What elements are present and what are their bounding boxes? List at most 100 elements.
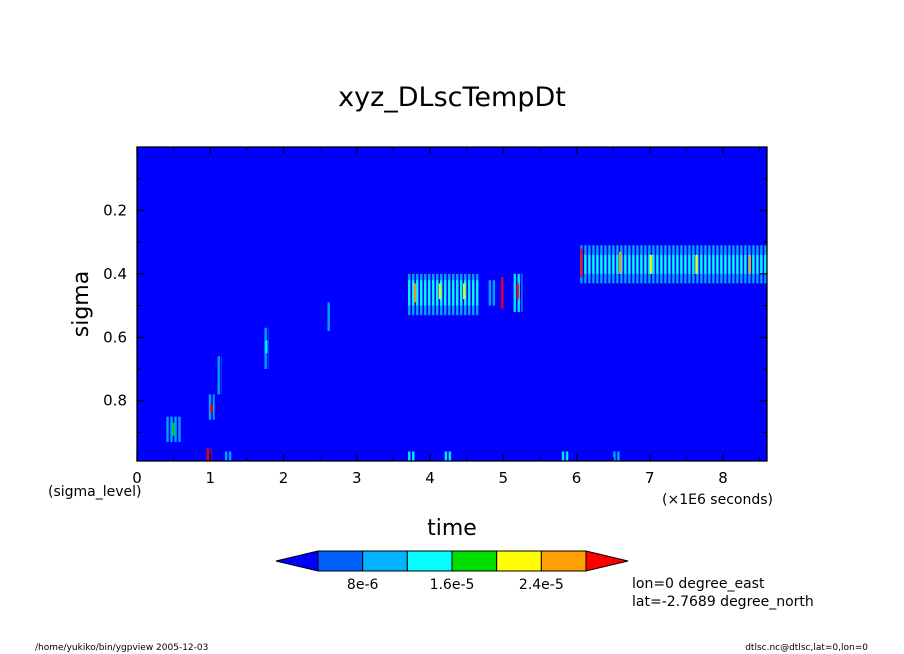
heatmap-stripe: [688, 254, 691, 274]
heatmap-stripe: [760, 254, 763, 274]
y-tick-label: 0.2: [103, 201, 127, 219]
heatmap-stripe: [636, 254, 639, 274]
heatmap-stripe: [224, 451, 228, 461]
heatmap-stripe: [580, 248, 583, 278]
heatmap-stripe: [600, 254, 603, 274]
heatmap-stripe: [672, 254, 675, 274]
heatmap-stripe: [628, 254, 631, 274]
heatmap-stripe: [617, 451, 620, 461]
heatmap-stripe: [428, 280, 431, 306]
heatmap-stripe: [632, 254, 635, 274]
heatmap-cell: [619, 251, 622, 274]
heatmap-stripe: [732, 254, 735, 274]
heatmap-stripe: [756, 254, 759, 274]
colorbar-segment: [496, 550, 542, 572]
heatmap-stripe: [752, 254, 755, 274]
heatmap-stripe: [624, 254, 627, 274]
heatmap-cell: [265, 340, 268, 354]
heatmap-stripe: [644, 254, 647, 274]
heatmap-stripe: [210, 403, 213, 414]
heatmap-stripe: [728, 254, 731, 274]
heatmap-stripe: [472, 280, 475, 306]
heatmap-stripe: [676, 254, 679, 274]
heatmap-stripe: [501, 277, 504, 309]
x-tick-label: 1: [205, 469, 215, 487]
heatmap-stripe: [740, 254, 743, 274]
heatmap-cell: [488, 280, 496, 306]
colorbar-segment: [451, 550, 498, 572]
heatmap-stripe: [210, 448, 212, 461]
heatmap-stripe: [744, 254, 747, 274]
heatmap-cell: [217, 356, 222, 395]
heatmap-cell: [408, 451, 415, 461]
heatmap-stripe: [408, 451, 411, 461]
x-tick-label: 4: [425, 469, 435, 487]
heatmap-stripe: [452, 280, 455, 306]
heatmap-stripe: [476, 280, 479, 306]
y-axis-ticks: 0.2 0.4 0.6 0.8: [103, 178, 767, 433]
heatmap-stripe: [648, 254, 651, 274]
x-tick-label: 0: [132, 469, 142, 487]
heatmap-cell: [206, 448, 212, 461]
heatmap-stripe: [172, 422, 175, 436]
heatmap-stripe: [764, 254, 767, 274]
heatmap-stripe: [212, 394, 215, 420]
x-unit-label: (×1E6 seconds): [662, 492, 773, 508]
heatmap-cell: [327, 302, 330, 331]
heatmap-stripe: [265, 340, 268, 354]
heatmap-stripe: [708, 254, 711, 274]
heatmap-cell: [438, 283, 442, 300]
heatmap-stripe: [416, 280, 419, 306]
colorbar-segment: [362, 550, 408, 572]
lon-annotation: lon=0 degree_east: [632, 576, 765, 592]
colorbar-high-triangle: [585, 550, 629, 572]
colorbar-tick-label: 8e-6: [347, 577, 379, 593]
heatmap-cell: [501, 277, 504, 309]
footer-left: /home/yukiko/bin/ygpview 2005-12-03: [35, 643, 208, 653]
x-tick-label: 7: [645, 469, 655, 487]
heatmap-cell: [413, 283, 417, 303]
x-tick-label: 2: [279, 469, 289, 487]
heatmap-stripe: [444, 280, 447, 306]
y-tick-label: 0.8: [103, 392, 127, 410]
heatmap-stripe: [588, 254, 591, 274]
heatmap-stripe: [228, 451, 232, 461]
heatmap-stripe: [174, 416, 177, 442]
heatmap-cell: [208, 394, 215, 420]
heatmap-stripe: [327, 302, 330, 331]
colorbar-tick-label: 1.6e-5: [430, 577, 475, 593]
heatmap-cell: [166, 416, 181, 442]
heatmap-stripe: [440, 280, 443, 306]
heatmap-stripe: [412, 280, 415, 306]
heatmap-stripe: [444, 451, 448, 461]
heatmap-stripe: [612, 254, 615, 274]
heatmap-stripe: [596, 254, 599, 274]
heatmap-stripe: [462, 283, 466, 300]
heatmap-cell: [561, 451, 569, 461]
lat-annotation: lat=-2.7689 degree_north: [632, 594, 814, 610]
heatmap-stripe: [420, 280, 423, 306]
heatmap-cell: [649, 254, 653, 274]
heatmap-stripe: [656, 254, 659, 274]
heatmap-stripe: [492, 280, 496, 306]
heatmap-cells: [166, 245, 767, 461]
heatmap-cell: [224, 451, 232, 461]
heatmap-stripe: [619, 251, 622, 274]
heatmap-stripe: [448, 451, 452, 461]
heatmap-stripe: [488, 280, 492, 306]
heatmap-stripe: [206, 448, 209, 461]
heatmap-stripe: [584, 254, 587, 274]
heatmap-stripe: [700, 254, 703, 274]
heatmap-stripe: [561, 451, 565, 461]
heatmap-stripe: [424, 280, 427, 306]
heatmap-cell: [695, 254, 698, 274]
heatmap-stripe: [716, 254, 719, 274]
heatmap-stripe: [720, 254, 723, 274]
heatmap-stripe: [513, 273, 516, 312]
colorbar: 8e-6 1.6e-5 2.4e-5: [275, 550, 629, 593]
colorbar-segment: [317, 550, 364, 572]
heatmap-stripe: [170, 416, 173, 442]
plot-area: 0 1 2 3 4 5 6 7 8 0.2 0.4 0.6 0.8: [103, 146, 768, 487]
heatmap-stripe: [704, 254, 707, 274]
heatmap-cell: [408, 280, 479, 306]
